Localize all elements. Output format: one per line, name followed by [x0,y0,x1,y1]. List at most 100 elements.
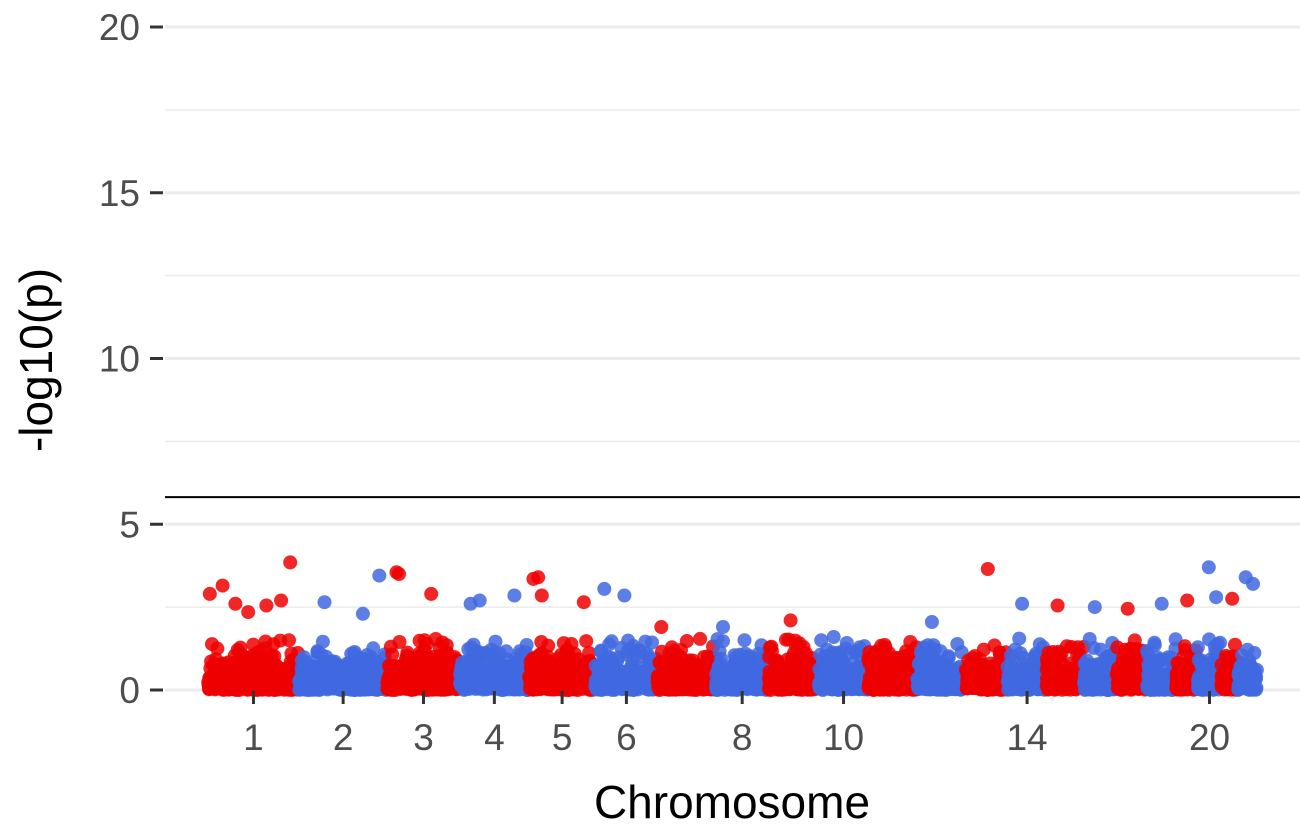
x-tick-label: 6 [616,717,637,758]
data-point [693,631,708,646]
data-point [385,680,400,695]
top-hit-point [1201,560,1216,575]
x-tick-label: 4 [484,717,505,758]
data-point [1147,661,1162,676]
data-point [536,679,551,694]
data-point [255,651,270,666]
data-point [912,677,927,692]
x-tick-label: 10 [823,717,864,758]
data-point [413,649,428,664]
data-point [977,664,992,679]
top-hit-point [1180,593,1195,608]
data-point [476,673,491,688]
top-hit-point [1225,591,1240,606]
top-hit-point [228,596,243,611]
x-tick-label: 3 [413,717,434,758]
top-hit-point [259,598,274,613]
data-point [557,670,572,685]
top-hit-point [1050,598,1065,613]
x-tick-label: 14 [1006,717,1047,758]
data-point [1052,647,1067,662]
data-point [1077,656,1092,671]
data-point [319,679,334,694]
data-point [779,632,793,647]
data-point [230,643,245,657]
data-point [825,645,840,660]
data-point [846,673,861,688]
top-hit-point [241,605,256,620]
data-point [244,680,258,695]
data-point [1247,646,1262,660]
top-hit-point [980,562,995,576]
data-point [784,678,798,693]
top-hit-point [531,570,546,585]
top-hit-point [202,586,217,601]
data-point [207,667,222,682]
data-point [399,651,413,666]
data-point [559,644,574,659]
data-point [347,647,362,661]
top-hit-point [1246,576,1260,591]
x-axis: 1 2 3 4 5 6 8 10 14 20 [243,691,1230,758]
x-tick-label: 5 [552,717,573,758]
data-point [1050,676,1065,691]
data-point [1002,679,1017,694]
data-point [282,633,296,648]
y-tick-label: 5 [119,504,140,545]
top-hit-point [716,620,730,634]
data-point [534,665,549,680]
data-point [1126,661,1141,676]
data-point [604,634,619,649]
data-point [226,661,241,676]
data-point [903,635,918,649]
data-point [737,633,752,648]
data-point [849,644,864,659]
top-hit-point [472,593,487,608]
data-point [694,667,708,682]
top-hit-point [283,555,298,570]
data-point [878,663,893,677]
data-point [1240,672,1255,687]
data-point [470,645,485,660]
top-hit-point [215,578,230,593]
data-point [268,657,283,672]
data-point [1012,631,1027,646]
data-point [500,652,515,667]
data-point [1016,650,1031,665]
top-hit-point [424,586,439,601]
data-point [669,681,684,696]
data-point [630,664,645,679]
data-point [763,679,778,694]
x-axis-title: Chromosome [594,776,870,825]
data-point [1017,677,1032,692]
data-point [652,679,667,694]
data-point [332,659,347,674]
data-points [201,555,1264,697]
data-point [359,677,374,692]
data-point [726,657,741,672]
grid-lines [165,25,1300,692]
top-hit-point [1209,590,1224,605]
top-hit-point [1120,601,1135,616]
data-point [965,680,980,695]
data-point [987,679,1002,694]
data-point [929,661,944,676]
data-point [645,635,659,650]
top-hit-point [597,581,612,596]
data-point [1090,657,1105,672]
data-point [240,667,255,682]
top-hit-point [617,588,632,603]
top-hit-point [654,620,669,634]
data-point [1202,632,1217,647]
top-hit-point [1087,600,1102,615]
data-point [1064,678,1079,693]
data-point [462,666,477,681]
data-point [1110,640,1125,655]
data-point [344,682,358,697]
top-hit-point [317,595,332,610]
y-tick-label: 20 [99,7,140,48]
data-point [600,650,615,665]
data-point [278,674,293,689]
data-point [864,668,879,683]
